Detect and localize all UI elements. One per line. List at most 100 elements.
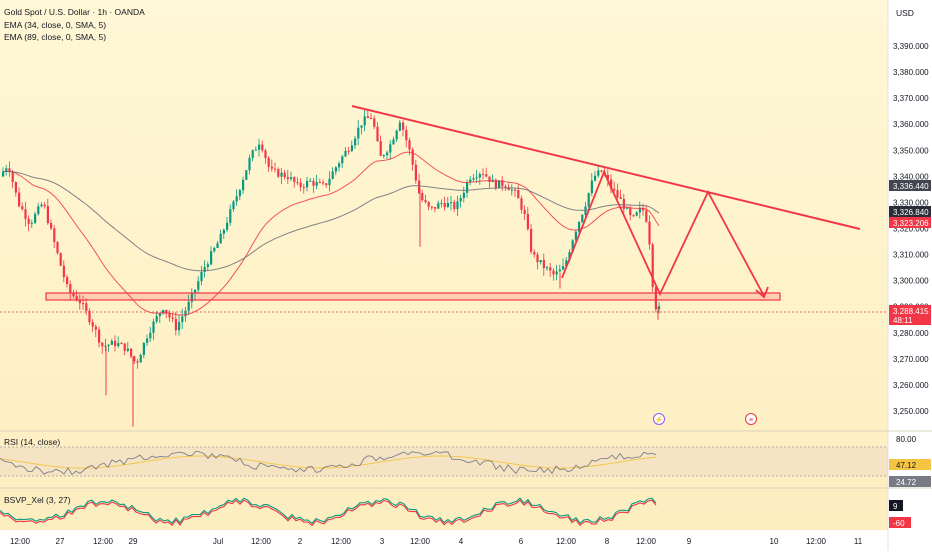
candle (24, 201, 27, 227)
candle (450, 195, 453, 211)
candle-body (123, 343, 126, 351)
price-tag: 48:11 (889, 314, 931, 325)
candle-body (571, 240, 574, 253)
candle (405, 125, 408, 148)
candle (514, 187, 517, 197)
candle (648, 215, 651, 250)
ema-34-legend[interactable]: EMA (34, close, 0, SMA, 5) (4, 20, 107, 30)
candle (437, 200, 440, 209)
ema-89-legend[interactable]: EMA (89, close, 0, SMA, 5) (4, 32, 107, 42)
candle (632, 214, 635, 218)
candle (536, 252, 539, 270)
candle-body (235, 196, 238, 202)
candle (341, 154, 344, 168)
price-tick-label: 3,280.000 (893, 329, 929, 338)
candle-body (203, 266, 206, 272)
candle-body (651, 244, 654, 288)
candle-body (645, 210, 648, 222)
candle-body (638, 207, 641, 213)
candle-body (174, 318, 177, 331)
candle-body (331, 171, 334, 179)
time-axis-background (0, 530, 932, 550)
candle (658, 301, 661, 314)
candle (229, 204, 232, 226)
candle-body (354, 138, 357, 146)
candle (469, 175, 472, 186)
candle-body (229, 209, 232, 223)
candle (546, 265, 549, 271)
candle-body (510, 189, 513, 191)
candle (53, 225, 56, 248)
candle-body (395, 130, 398, 140)
candle (478, 172, 481, 185)
candle-body (171, 317, 174, 319)
candle (325, 182, 328, 188)
candle (142, 342, 145, 359)
candle (123, 343, 126, 356)
candle (533, 249, 536, 258)
candle (462, 186, 465, 203)
candle (56, 240, 59, 255)
candle (619, 189, 622, 200)
candle (370, 113, 373, 120)
event-icon: ⚡ (655, 415, 664, 424)
candle (411, 147, 414, 171)
candle-body (347, 150, 350, 152)
candle (418, 173, 421, 194)
candle (318, 178, 321, 184)
candle-body (533, 251, 536, 255)
candle (427, 201, 430, 211)
price-tick-label: 3,300.000 (893, 277, 929, 286)
candle (338, 161, 341, 172)
time-axis-label: 10 (770, 537, 779, 546)
rsi-value-tag: 47.12 (896, 461, 917, 470)
candle (286, 169, 289, 184)
candle (610, 174, 613, 194)
candle-body (82, 303, 85, 305)
candle (501, 175, 504, 192)
symbol-title[interactable]: Gold Spot / U.S. Dollar · 1h · OANDA (4, 7, 145, 17)
rsi-pane-label[interactable]: RSI (14, close) (4, 437, 61, 447)
candle-body (350, 145, 353, 152)
candle-body (485, 174, 488, 177)
candle-body (53, 228, 56, 243)
candle-body (184, 310, 187, 317)
candle-body (373, 118, 376, 127)
candle (107, 343, 110, 352)
price-tick-label: 3,360.000 (893, 120, 929, 129)
candle (594, 170, 597, 182)
candle-body (219, 233, 222, 244)
currency-label[interactable]: USD (896, 8, 914, 18)
candle (46, 198, 49, 225)
candle-body (530, 229, 533, 252)
candle-body (146, 338, 149, 343)
time-axis-label: 9 (687, 537, 692, 546)
candle (21, 202, 24, 211)
bsvp-buy-line (0, 497, 657, 525)
candle (299, 178, 302, 192)
candle (219, 229, 222, 244)
bsvp-sell-line (0, 499, 657, 527)
price-tag-label: 48:11 (893, 316, 913, 325)
candle (443, 196, 446, 211)
candle (59, 252, 62, 267)
bsvp-pane-label[interactable]: BSVP_Xel (3, 27) (4, 495, 71, 505)
candle (530, 223, 533, 255)
candle-body (158, 313, 161, 317)
candle-body (558, 269, 561, 272)
candle-body (315, 182, 318, 186)
time-axis-label: 12:00 (556, 537, 577, 546)
candle-body (293, 177, 296, 183)
time-axis-label: 12:00 (93, 537, 114, 546)
rsi-value-tag: 24.72 (896, 478, 917, 487)
candle (334, 166, 337, 176)
candle (344, 146, 347, 158)
candle-body (552, 270, 555, 275)
candle-body (120, 343, 123, 345)
candle (398, 119, 401, 132)
candle-body (322, 182, 325, 184)
candle (414, 159, 417, 184)
candle (146, 334, 149, 347)
